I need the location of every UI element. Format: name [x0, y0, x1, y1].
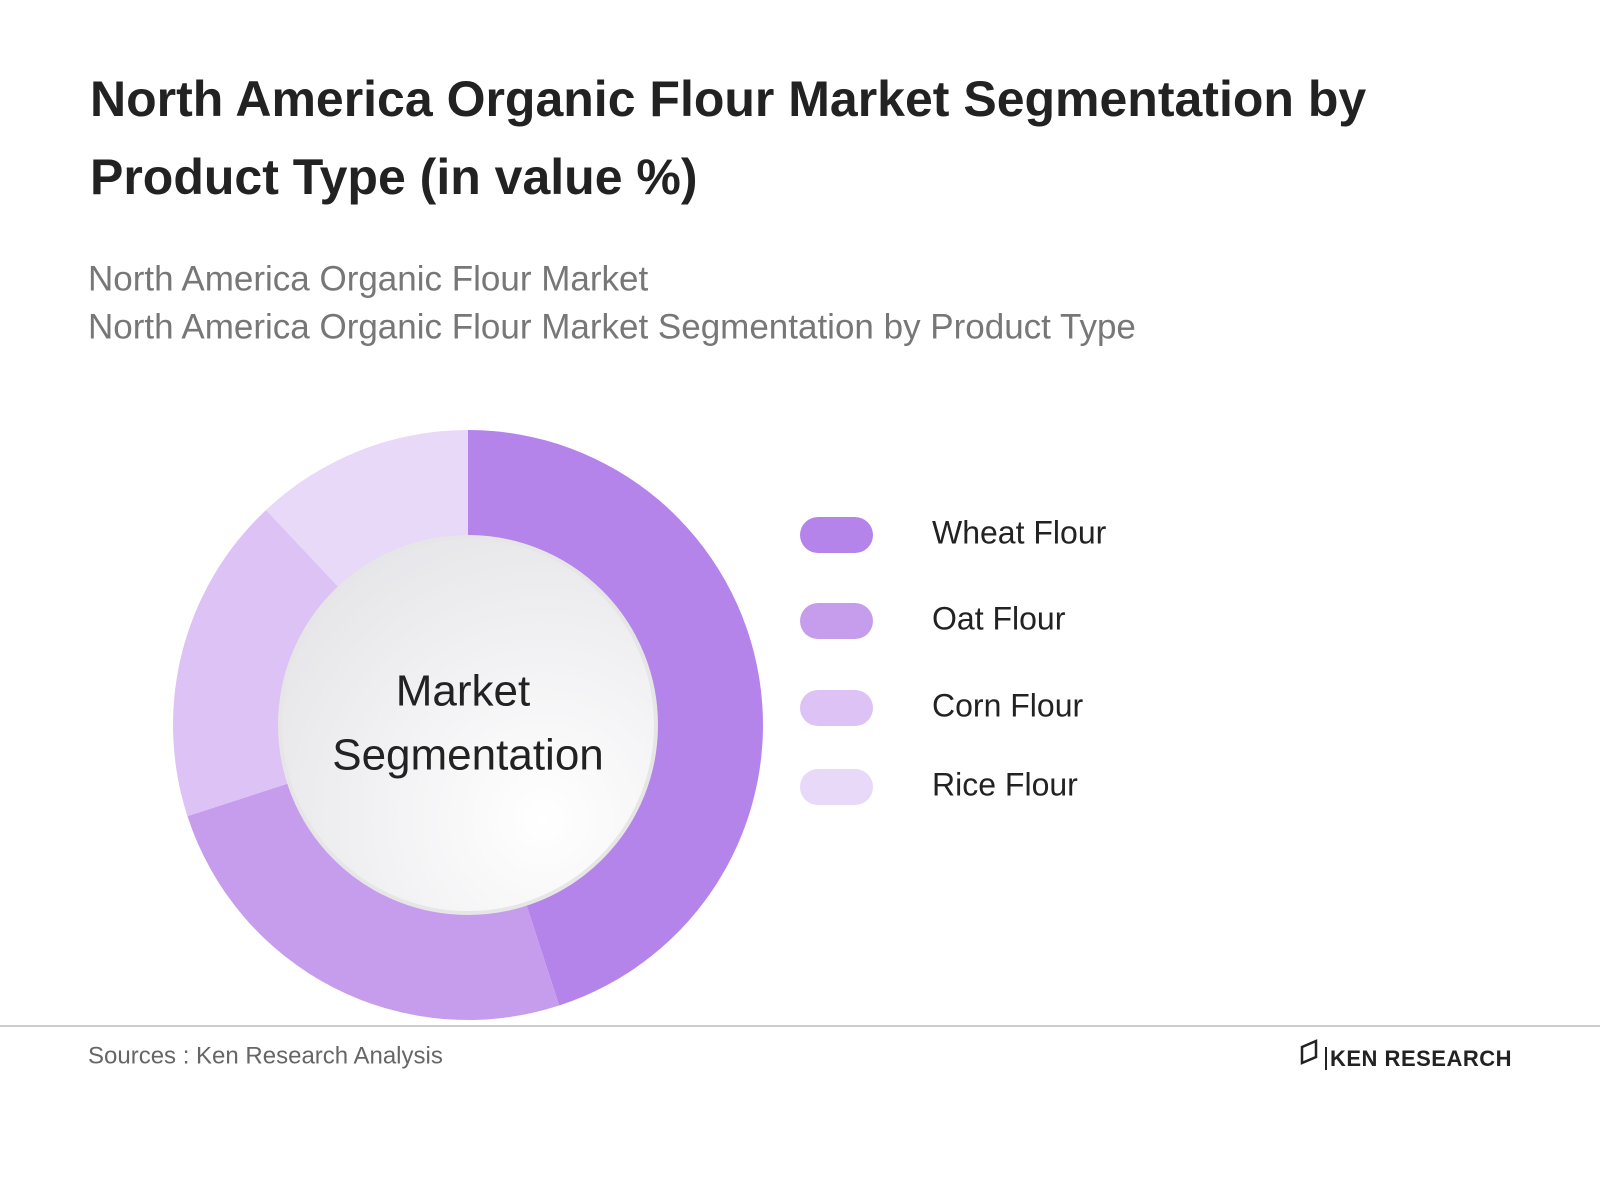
legend-swatch — [800, 769, 873, 805]
legend-label: Wheat Flour — [932, 514, 1107, 550]
legend-label: Oat Flour — [932, 600, 1066, 636]
center-label: Segmentation — [332, 731, 604, 780]
legend-label: Corn Flour — [932, 687, 1084, 723]
chart-title: North America Organic Flour Market Segme… — [90, 71, 1366, 127]
logo-icon — [1300, 1039, 1327, 1070]
legend: Wheat Flour Oat Flour Corn Flour Rice Flour — [800, 514, 1107, 805]
center-label: Market — [396, 667, 530, 716]
legend-label: Rice Flour — [932, 766, 1078, 802]
chart-subtitle: North America Organic Flour Market — [88, 259, 648, 298]
chart-subtitle: North America Organic Flour Market Segme… — [88, 307, 1136, 346]
legend-swatch — [800, 517, 873, 553]
logo: KEN RESEARCH — [1330, 1046, 1512, 1071]
source: Sources : Ken Research Analysis — [88, 1042, 443, 1069]
donut-hole — [278, 535, 658, 915]
legend-swatch — [800, 690, 873, 726]
legend-swatch — [800, 603, 873, 639]
donut-slice — [187, 771, 560, 1020]
chart-title: Product Type (in value %) — [90, 149, 698, 205]
